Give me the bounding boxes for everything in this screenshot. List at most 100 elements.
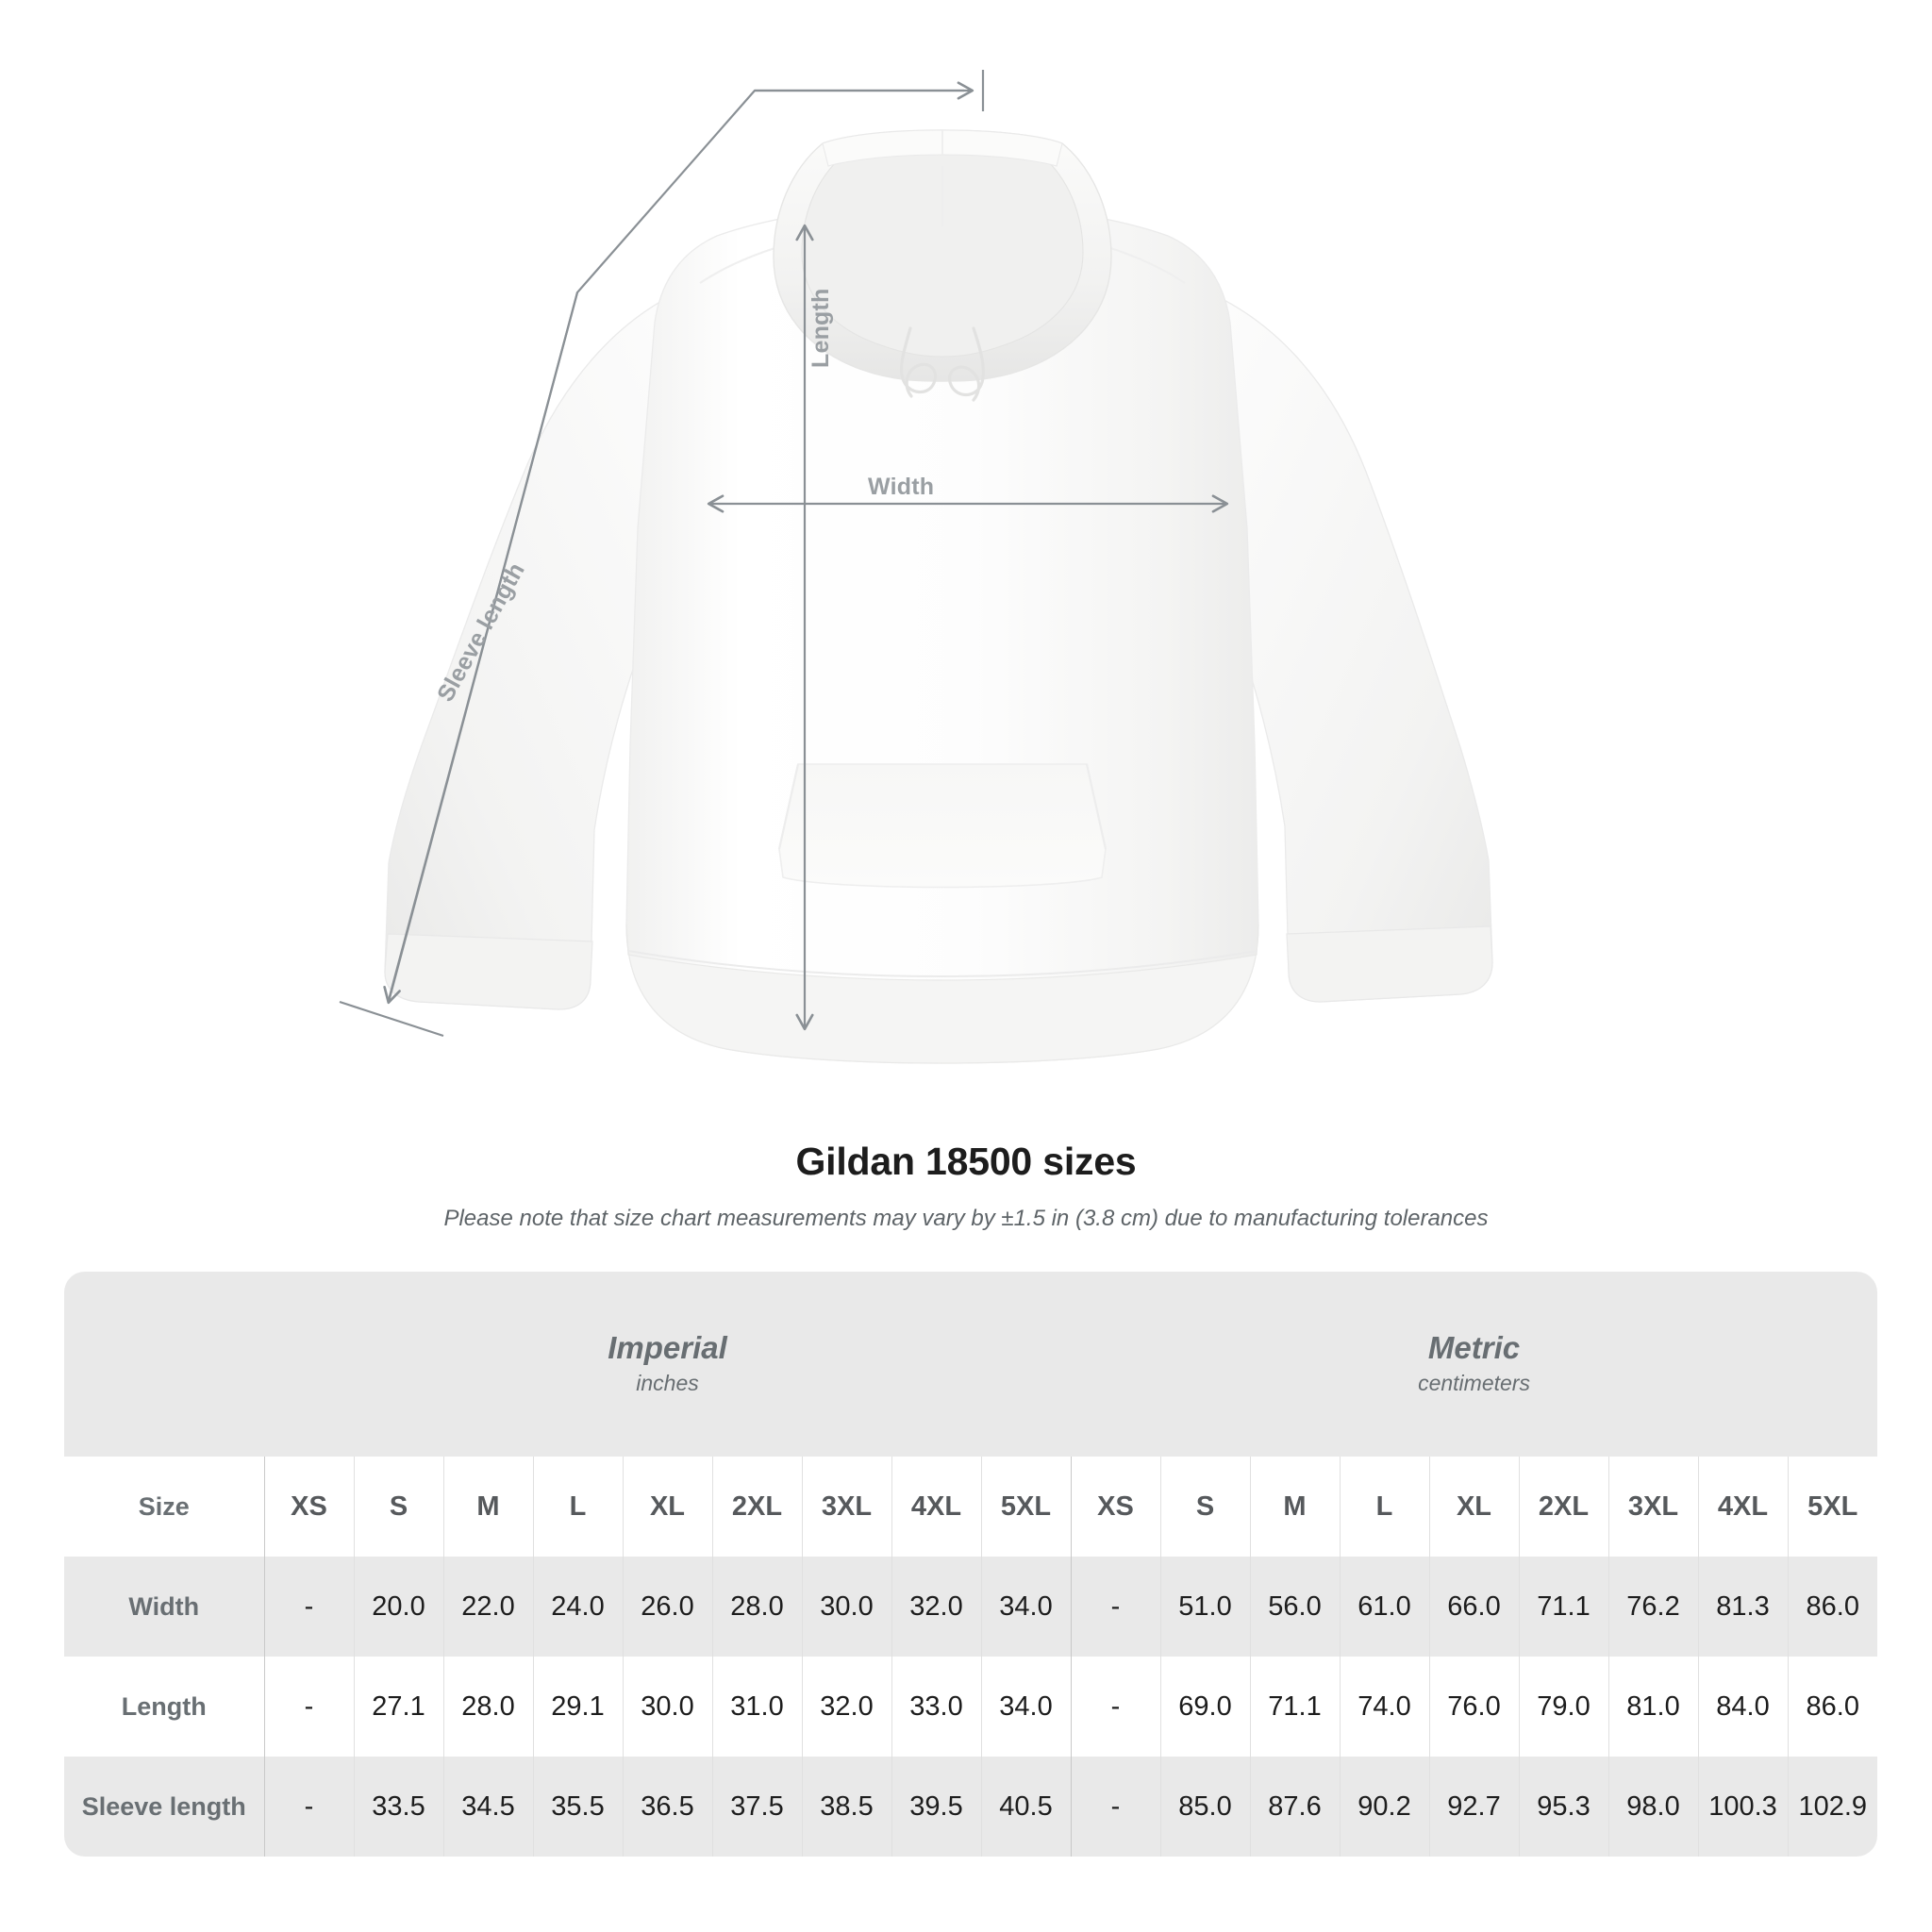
cell-length-metric-xs: - [1070,1657,1160,1757]
cell-width-metric-4xl: 81.3 [1697,1557,1788,1657]
cell-width-imperial-l: 24.0 [532,1557,623,1657]
cell-sleeve-length-metric-xs: - [1070,1757,1160,1857]
cell-length-imperial-m: 28.0 [442,1657,533,1757]
size-column-header-s-imperial: S [353,1457,443,1557]
table-row: Width -20.0 22.0 24.0 26.0 28.0 30.0 32.0 34.0-5… [64,1557,1878,1657]
size-table-container: Imperial inches Metric centimeters Size XS S M L… [64,1272,1878,1857]
sleeve-bottom-tick [339,1000,444,1038]
size-column-header-s-metric: S [1159,1457,1250,1557]
cell-length-metric-s: 69.0 [1159,1657,1250,1757]
cell-width-imperial-2xl: 28.0 [711,1557,802,1657]
row-header-width: Width [64,1557,264,1657]
cell-length-imperial-l: 29.1 [532,1657,623,1757]
unit-group-subtitle: centimeters [1418,1370,1530,1395]
unit-header-spacer [64,1272,264,1457]
size-column-header-xl-metric: XL [1428,1457,1519,1557]
cell-sleeve-length-metric-2xl: 95.3 [1518,1757,1608,1857]
cell-width-imperial-3xl: 30.0 [801,1557,891,1657]
unit-group-title: Metric [1427,1329,1521,1365]
size-column-header-4xl-imperial: 4XL [891,1457,981,1557]
cell-width-imperial-m: 22.0 [442,1557,533,1657]
cell-length-metric-m: 71.1 [1249,1657,1340,1757]
cell-length-imperial-2xl: 31.0 [711,1657,802,1757]
hem-seam [627,950,1257,977]
table-row: Sleeve length -33.5 34.5 35.5 36.5 37.5 38.5 39… [64,1757,1878,1857]
pocket-right-edge [1085,763,1108,850]
bottom-hem [625,924,1259,1064]
hoodie-body [384,129,1493,1064]
sleeve-bottom-arrow [383,291,579,1005]
cell-length-metric-xl: 76.0 [1428,1657,1519,1757]
row-header-length: Length [64,1657,264,1757]
width-label: Width [868,474,935,500]
unit-group-header-row: Imperial inches Metric centimeters [64,1272,1878,1457]
size-column-header-xl-imperial: XL [622,1457,712,1557]
cell-length-imperial-xl: 30.0 [622,1657,712,1757]
cell-width-metric-s: 51.0 [1159,1557,1250,1657]
garment-diagram: Length Width Sleeve length [339,70,1493,1064]
size-column-header-5xl-imperial: 5XL [980,1457,1071,1557]
cell-length-metric-4xl: 84.0 [1697,1657,1788,1757]
cell-width-imperial-4xl: 32.0 [891,1557,981,1657]
size-column-header-3xl-metric: 3XL [1607,1457,1698,1557]
cell-width-metric-3xl: 76.2 [1607,1557,1698,1657]
page-title: Gildan 18500 sizes [795,1140,1137,1183]
cell-sleeve-length-metric-l: 90.2 [1339,1757,1429,1857]
unit-group-title: Imperial [608,1329,727,1365]
length-label: Length [808,288,834,368]
size-row-header: Size [64,1457,264,1557]
cell-width-metric-xs: - [1070,1557,1160,1657]
cell-width-imperial-xs: - [263,1557,354,1657]
size-table: Imperial inches Metric centimeters Size XS S M L… [64,1272,1878,1857]
right-cuff [1286,925,1493,1003]
size-column-header-5xl-metric: 5XL [1787,1457,1878,1557]
right-sleeve [1184,282,1493,1003]
pocket-left-edge [777,763,800,850]
cell-width-imperial-xl: 26.0 [622,1557,712,1657]
cell-length-imperial-5xl: 34.0 [980,1657,1071,1757]
cell-sleeve-length-metric-m: 87.6 [1249,1757,1340,1857]
row-header-sleeve-length: Sleeve length [64,1757,264,1857]
cell-sleeve-length-metric-xl: 92.7 [1428,1757,1519,1857]
cell-length-metric-l: 74.0 [1339,1657,1429,1757]
cell-width-imperial-s: 20.0 [353,1557,443,1657]
left-drawstring [899,326,938,398]
page-subtitle: Please note that size chart measurements… [443,1206,1489,1231]
size-column-header-2xl-imperial: 2XL [711,1457,802,1557]
unit-group-imperial: Imperial inches [264,1272,1071,1457]
size-column-header-2xl-metric: 2XL [1518,1457,1608,1557]
cell-sleeve-length-metric-4xl: 100.3 [1697,1757,1788,1857]
cell-sleeve-length-metric-s: 85.0 [1159,1757,1250,1857]
cell-length-metric-5xl: 86.0 [1787,1657,1878,1757]
unit-group-subtitle: inches [636,1370,699,1395]
kangaroo-pocket [778,763,1107,889]
cell-length-imperial-4xl: 33.0 [891,1657,981,1757]
cell-sleeve-length-imperial-4xl: 39.5 [891,1757,981,1857]
cell-sleeve-length-imperial-xs: - [263,1757,354,1857]
cell-width-imperial-5xl: 34.0 [980,1557,1071,1657]
cell-length-imperial-3xl: 32.0 [801,1657,891,1757]
cell-width-metric-2xl: 71.1 [1518,1557,1608,1657]
size-column-header-xs-metric: XS [1070,1457,1160,1557]
cell-width-metric-m: 56.0 [1249,1557,1340,1657]
cell-sleeve-length-imperial-3xl: 38.5 [801,1757,891,1857]
cell-sleeve-length-imperial-s: 33.5 [353,1757,443,1857]
size-column-header-3xl-imperial: 3XL [801,1457,891,1557]
cell-sleeve-length-imperial-5xl: 40.5 [980,1757,1071,1857]
size-column-header-xs-imperial: XS [263,1457,354,1557]
cell-width-metric-l: 61.0 [1339,1557,1429,1657]
cell-length-metric-2xl: 79.0 [1518,1657,1608,1757]
size-column-header-4xl-metric: 4XL [1697,1457,1788,1557]
cell-width-metric-5xl: 86.0 [1787,1557,1878,1657]
cell-sleeve-length-imperial-2xl: 37.5 [711,1757,802,1857]
cell-sleeve-length-imperial-xl: 36.5 [622,1757,712,1857]
cell-length-imperial-xs: - [263,1657,354,1757]
left-cuff [384,933,593,1010]
cell-sleeve-length-metric-5xl: 102.9 [1787,1757,1878,1857]
size-column-header-m-metric: M [1249,1457,1340,1557]
cell-width-metric-xl: 66.0 [1428,1557,1519,1657]
right-drawstring [948,326,986,402]
size-header-row: Size XS S M L XL 2XL 3XL 4XL 5XL XS S M L XL 2XL 3XL 4XL 5… [64,1457,1878,1557]
cell-sleeve-length-imperial-m: 34.5 [442,1757,533,1857]
